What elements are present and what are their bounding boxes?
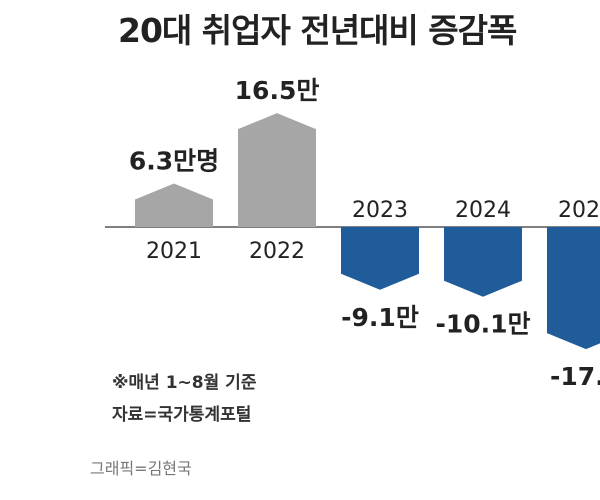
bar-2024: [444, 227, 522, 297]
x-tick-label-2022: 2022: [249, 239, 305, 264]
data-label-2021: 6.3만명: [129, 147, 219, 176]
data-label-2025: -17.7: [550, 362, 600, 391]
period-note: ※매년 1~8월 기준: [112, 373, 257, 393]
x-tick-label-2021: 2021: [146, 239, 202, 264]
graphic-credit: 그래픽=김현국: [90, 459, 192, 478]
data-label-2022: 16.5만: [235, 76, 320, 105]
x-tick-label-2024: 2024: [455, 198, 511, 223]
chart-title: 20대 취업자 전년대비 증감폭: [118, 11, 517, 50]
data-label-2024: -10.1만: [435, 310, 530, 339]
data-label-2023: -9.1만: [341, 303, 419, 332]
bar-2023: [341, 227, 419, 290]
source-note: 자료=국가통계포털: [112, 405, 252, 425]
x-tick-label-2023: 2023: [352, 198, 408, 223]
bar-2022: [238, 113, 316, 227]
bar-2021: [135, 183, 213, 227]
bar-2025: [547, 227, 600, 350]
x-tick-label-2025: 2025: [558, 198, 600, 223]
